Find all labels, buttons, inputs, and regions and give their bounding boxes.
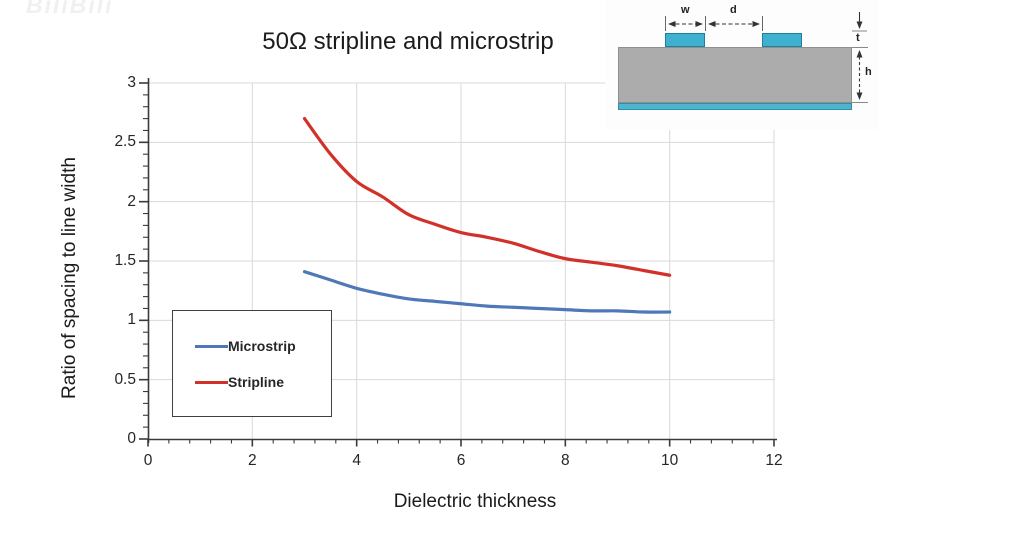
inset-diagram: w d t h <box>605 0 878 130</box>
x-tick-label: 10 <box>661 452 679 469</box>
legend-label-microstrip: Microstrip <box>228 338 296 354</box>
microstrip-line-swatch <box>195 344 228 348</box>
inset-dimension-lines <box>665 12 868 103</box>
legend-item-microstrip: Microstrip <box>173 328 331 364</box>
inset-label-t: t <box>856 32 860 44</box>
x-tick-label: 0 <box>143 452 153 469</box>
series-line-microstrip <box>302 270 672 314</box>
x-tick-label: 8 <box>561 452 570 469</box>
x-tick-label: 6 <box>456 452 466 469</box>
legend: Microstrip Stripline <box>172 310 332 417</box>
inset-ground-plane <box>618 103 852 110</box>
y-tick-label: 3 <box>127 74 136 91</box>
y-tick-label: 2 <box>127 192 136 210</box>
x-axis-label: Dielectric thickness <box>393 491 557 512</box>
watermark: BiliBili <box>26 0 114 18</box>
x-tick-label: 2 <box>248 452 257 469</box>
data-series <box>302 117 672 314</box>
inset-label-w: w <box>681 4 690 16</box>
chart-title: 50Ω stripline and microstrip <box>262 28 554 55</box>
inset-trace-right <box>762 33 802 47</box>
legend-label-stripline: Stripline <box>228 374 285 390</box>
y-axis-label: Ratio of spacing to line width <box>59 157 80 399</box>
inset-trace-left <box>665 33 705 47</box>
stripline-line-swatch <box>195 380 228 384</box>
inset-label-d: d <box>730 4 737 16</box>
x-tick-label: 12 <box>765 452 783 469</box>
inset-substrate <box>618 47 852 103</box>
y-tick-label: 2.5 <box>114 133 136 151</box>
axis-ticks <box>139 82 775 447</box>
legend-item-stripline: Stripline <box>173 364 331 400</box>
x-tick-label: 4 <box>352 452 361 469</box>
y-tick-label: 1 <box>127 311 136 329</box>
y-tick-label: 1.5 <box>114 252 136 269</box>
inset-label-h: h <box>865 66 872 78</box>
y-tick-label: 0.5 <box>114 370 136 388</box>
series-line-stripline <box>302 117 672 277</box>
y-tick-label: 0 <box>127 430 136 447</box>
